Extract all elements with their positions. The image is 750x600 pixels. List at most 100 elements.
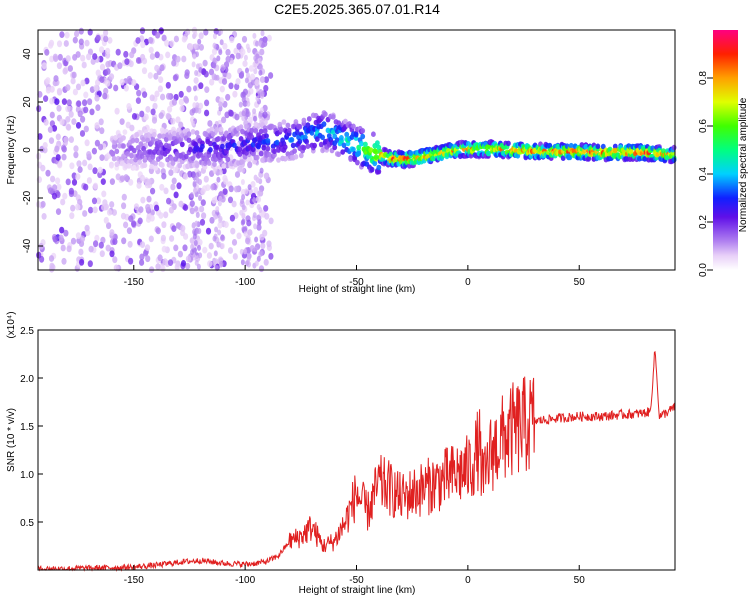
y-tick-label: -20 (22, 190, 33, 205)
snr-y-scale-label: (x10⁴) (6, 311, 17, 338)
spectrogram-point (80, 54, 86, 62)
spectrogram-point (120, 212, 127, 220)
spectrogram-point (221, 78, 228, 85)
spectrogram-point (231, 239, 238, 246)
spectrogram-point (123, 221, 129, 229)
spectrogram-point (63, 40, 69, 47)
spectrogram-point (181, 55, 187, 63)
spectrogram-point (142, 91, 148, 98)
spectrogram-point (247, 116, 253, 124)
spectrogram-point (351, 123, 356, 130)
spectrogram-point (246, 155, 252, 163)
spectrogram-point (151, 131, 157, 138)
spectrogram-point (208, 140, 213, 147)
spectrogram-point (236, 43, 242, 50)
spectrogram-point (216, 136, 221, 142)
spectrogram-point (134, 137, 140, 144)
spectrogram-point (70, 204, 76, 212)
spectrogram-point (157, 85, 163, 93)
spectrogram-point (194, 130, 200, 136)
spectrogram-point (260, 90, 265, 97)
spectrogram-point (71, 71, 77, 79)
spectrogram-point (304, 138, 309, 145)
spectrogram-point (193, 240, 198, 246)
spectrogram-point (149, 163, 155, 170)
spectrogram-point (190, 155, 196, 162)
spectrogram-point (194, 70, 199, 76)
spectrogram-point (253, 128, 259, 134)
spectrogram-point (109, 250, 115, 258)
spectrogram-point (49, 111, 55, 119)
spectrogram-point (75, 122, 82, 129)
spectrogram-point (221, 116, 227, 124)
spectrogram-point (212, 33, 217, 40)
spectrogram-point (249, 245, 255, 252)
spectrogram-point (197, 238, 203, 246)
spectrogram-point (218, 261, 223, 268)
spectrogram-point (195, 212, 200, 218)
spectrogram-point (222, 188, 228, 196)
spectrogram-point (146, 195, 152, 203)
spectrogram-point (169, 40, 175, 48)
spectrogram-point (253, 186, 259, 194)
spectrogram-point (229, 36, 235, 44)
spectrogram-point (55, 154, 61, 161)
spectrogram-point (151, 116, 158, 124)
spectrogram-point (87, 260, 93, 268)
spectrogram-point (168, 206, 174, 214)
spectrogram-point (208, 147, 213, 153)
spectrogram-point (218, 101, 222, 108)
spectrogram-point (257, 57, 262, 64)
spectrogram-point (272, 148, 277, 155)
spectrogram-point (671, 144, 677, 151)
spectrogram-point (145, 203, 151, 211)
spectrogram-point (51, 124, 58, 132)
spectrogram-point (547, 142, 553, 149)
spectrogram-point (301, 145, 307, 151)
spectrogram-point (45, 169, 51, 177)
spectrogram-point (126, 75, 132, 83)
spectrogram-point (293, 154, 299, 160)
spectrogram-point (206, 160, 212, 166)
snr-x-ticks: -150 -100 -50 0 50 (124, 565, 585, 586)
spectrogram-point (130, 137, 136, 144)
spectrogram-point (376, 168, 382, 175)
spectrogram-point (186, 131, 192, 137)
spectrogram-point (208, 68, 215, 76)
spectrogram-point (211, 48, 218, 55)
spectrogram-point (227, 247, 234, 254)
spectrogram-point (240, 128, 245, 135)
spectrogram-point (168, 169, 174, 177)
spectrogram-point (100, 178, 106, 186)
spectrogram-point (121, 202, 127, 210)
spectrogram-point (72, 36, 78, 44)
spectrogram-point (79, 130, 86, 137)
spectrogram-point (190, 249, 195, 256)
spectrogram-point (240, 219, 245, 226)
spectrogram-point (136, 89, 142, 97)
spectrogram-point (165, 112, 171, 120)
spectrogram-point (237, 151, 243, 157)
spectrogram-point (234, 83, 240, 91)
spectrogram-point (163, 136, 169, 143)
spectrogram-point (105, 68, 111, 75)
spectrogram-point (178, 200, 184, 208)
spectrogram-point (95, 197, 102, 205)
spectrogram-point (586, 156, 591, 162)
spectrogram-point (64, 31, 70, 39)
spectrogram-point (238, 101, 243, 108)
spectrogram-point (139, 241, 146, 249)
spectrogram-point (486, 150, 491, 157)
colorbar-tick-label: 0.6 (698, 119, 709, 133)
spectrogram-point (178, 121, 184, 129)
spectrogram-point (231, 200, 237, 208)
spectrogram-point (250, 181, 256, 188)
spectrogram-point (218, 126, 224, 133)
spectrogram-point (53, 75, 59, 82)
colorbar-ticks: 0.0 0.2 0.4 0.6 0.8 (698, 71, 713, 277)
spectrogram-point (76, 100, 82, 107)
spectrogram-point (215, 206, 220, 212)
spectrogram-point (194, 162, 200, 169)
spectrogram-point (262, 128, 268, 134)
spectrogram-point (112, 256, 118, 264)
